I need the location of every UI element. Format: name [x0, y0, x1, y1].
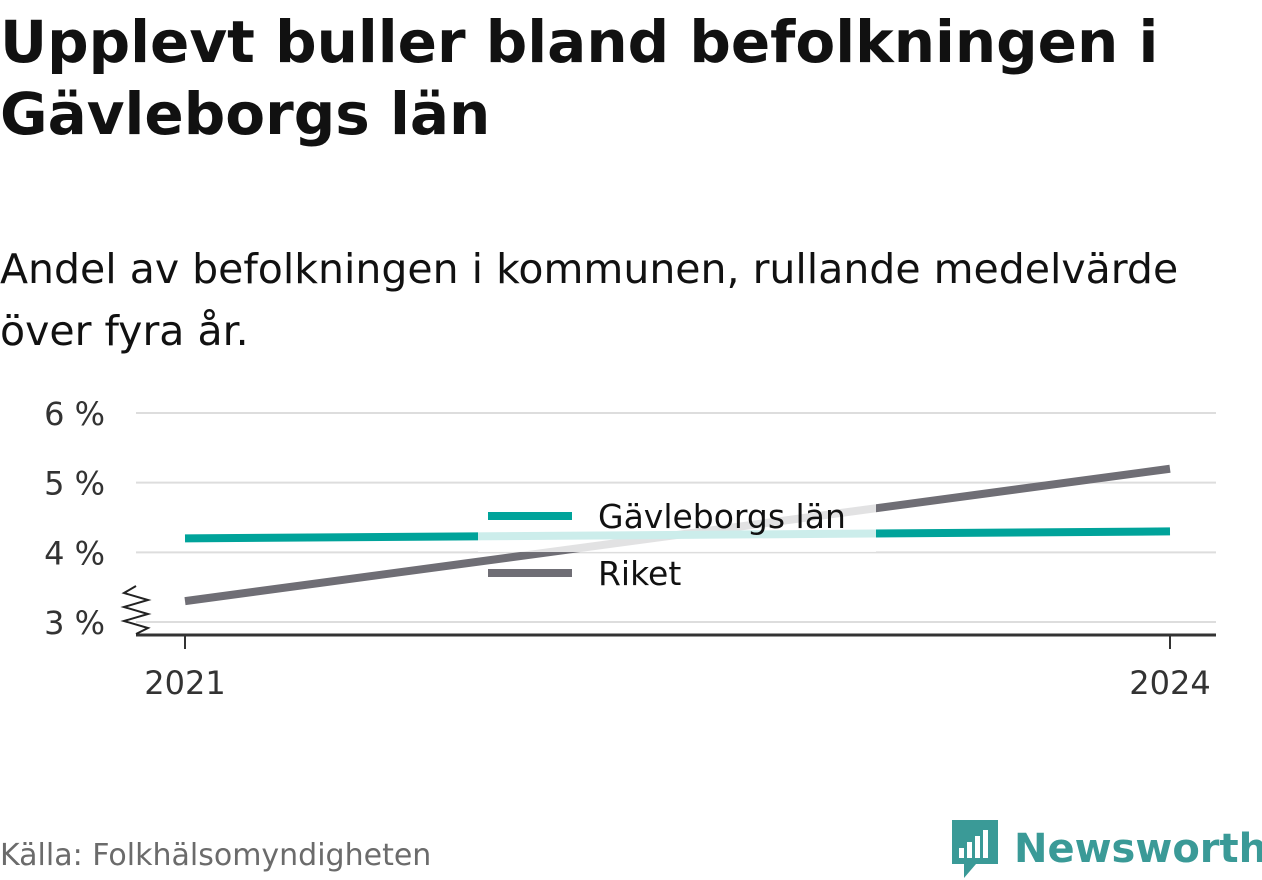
y-axis-break-icon — [120, 585, 152, 635]
gridlines — [136, 412, 1216, 623]
y-tick-label: 6 % — [44, 395, 105, 433]
x-tick-label: 2021 — [144, 664, 225, 702]
source-note: Källa: Folkhälsomyndigheten — [0, 838, 432, 873]
y-tick-label: 4 % — [44, 534, 105, 572]
chart-subtitle: Andel av befolkningen i kommunen, rullan… — [0, 245, 1179, 355]
y-tick-label: 3 % — [44, 604, 105, 642]
x-axis: 2021 2024 — [136, 633, 1216, 702]
legend-label: Riket — [598, 554, 681, 593]
chart-title: Upplevt buller bland befolkningen i Gävl… — [0, 8, 1159, 148]
y-axis-tick-labels: 3 % 4 % 5 % 6 % — [44, 395, 105, 642]
brand-name: Newsworthy — [1014, 826, 1262, 872]
legend: Gävleborgs län Riket — [478, 484, 876, 593]
legend-label: Gävleborgs län — [598, 497, 846, 536]
brand-logo: Newsworthy — [950, 818, 1262, 880]
newsworthy-logo-icon — [952, 820, 998, 878]
y-tick-label: 5 % — [44, 465, 105, 503]
x-tick-label: 2024 — [1129, 664, 1210, 702]
